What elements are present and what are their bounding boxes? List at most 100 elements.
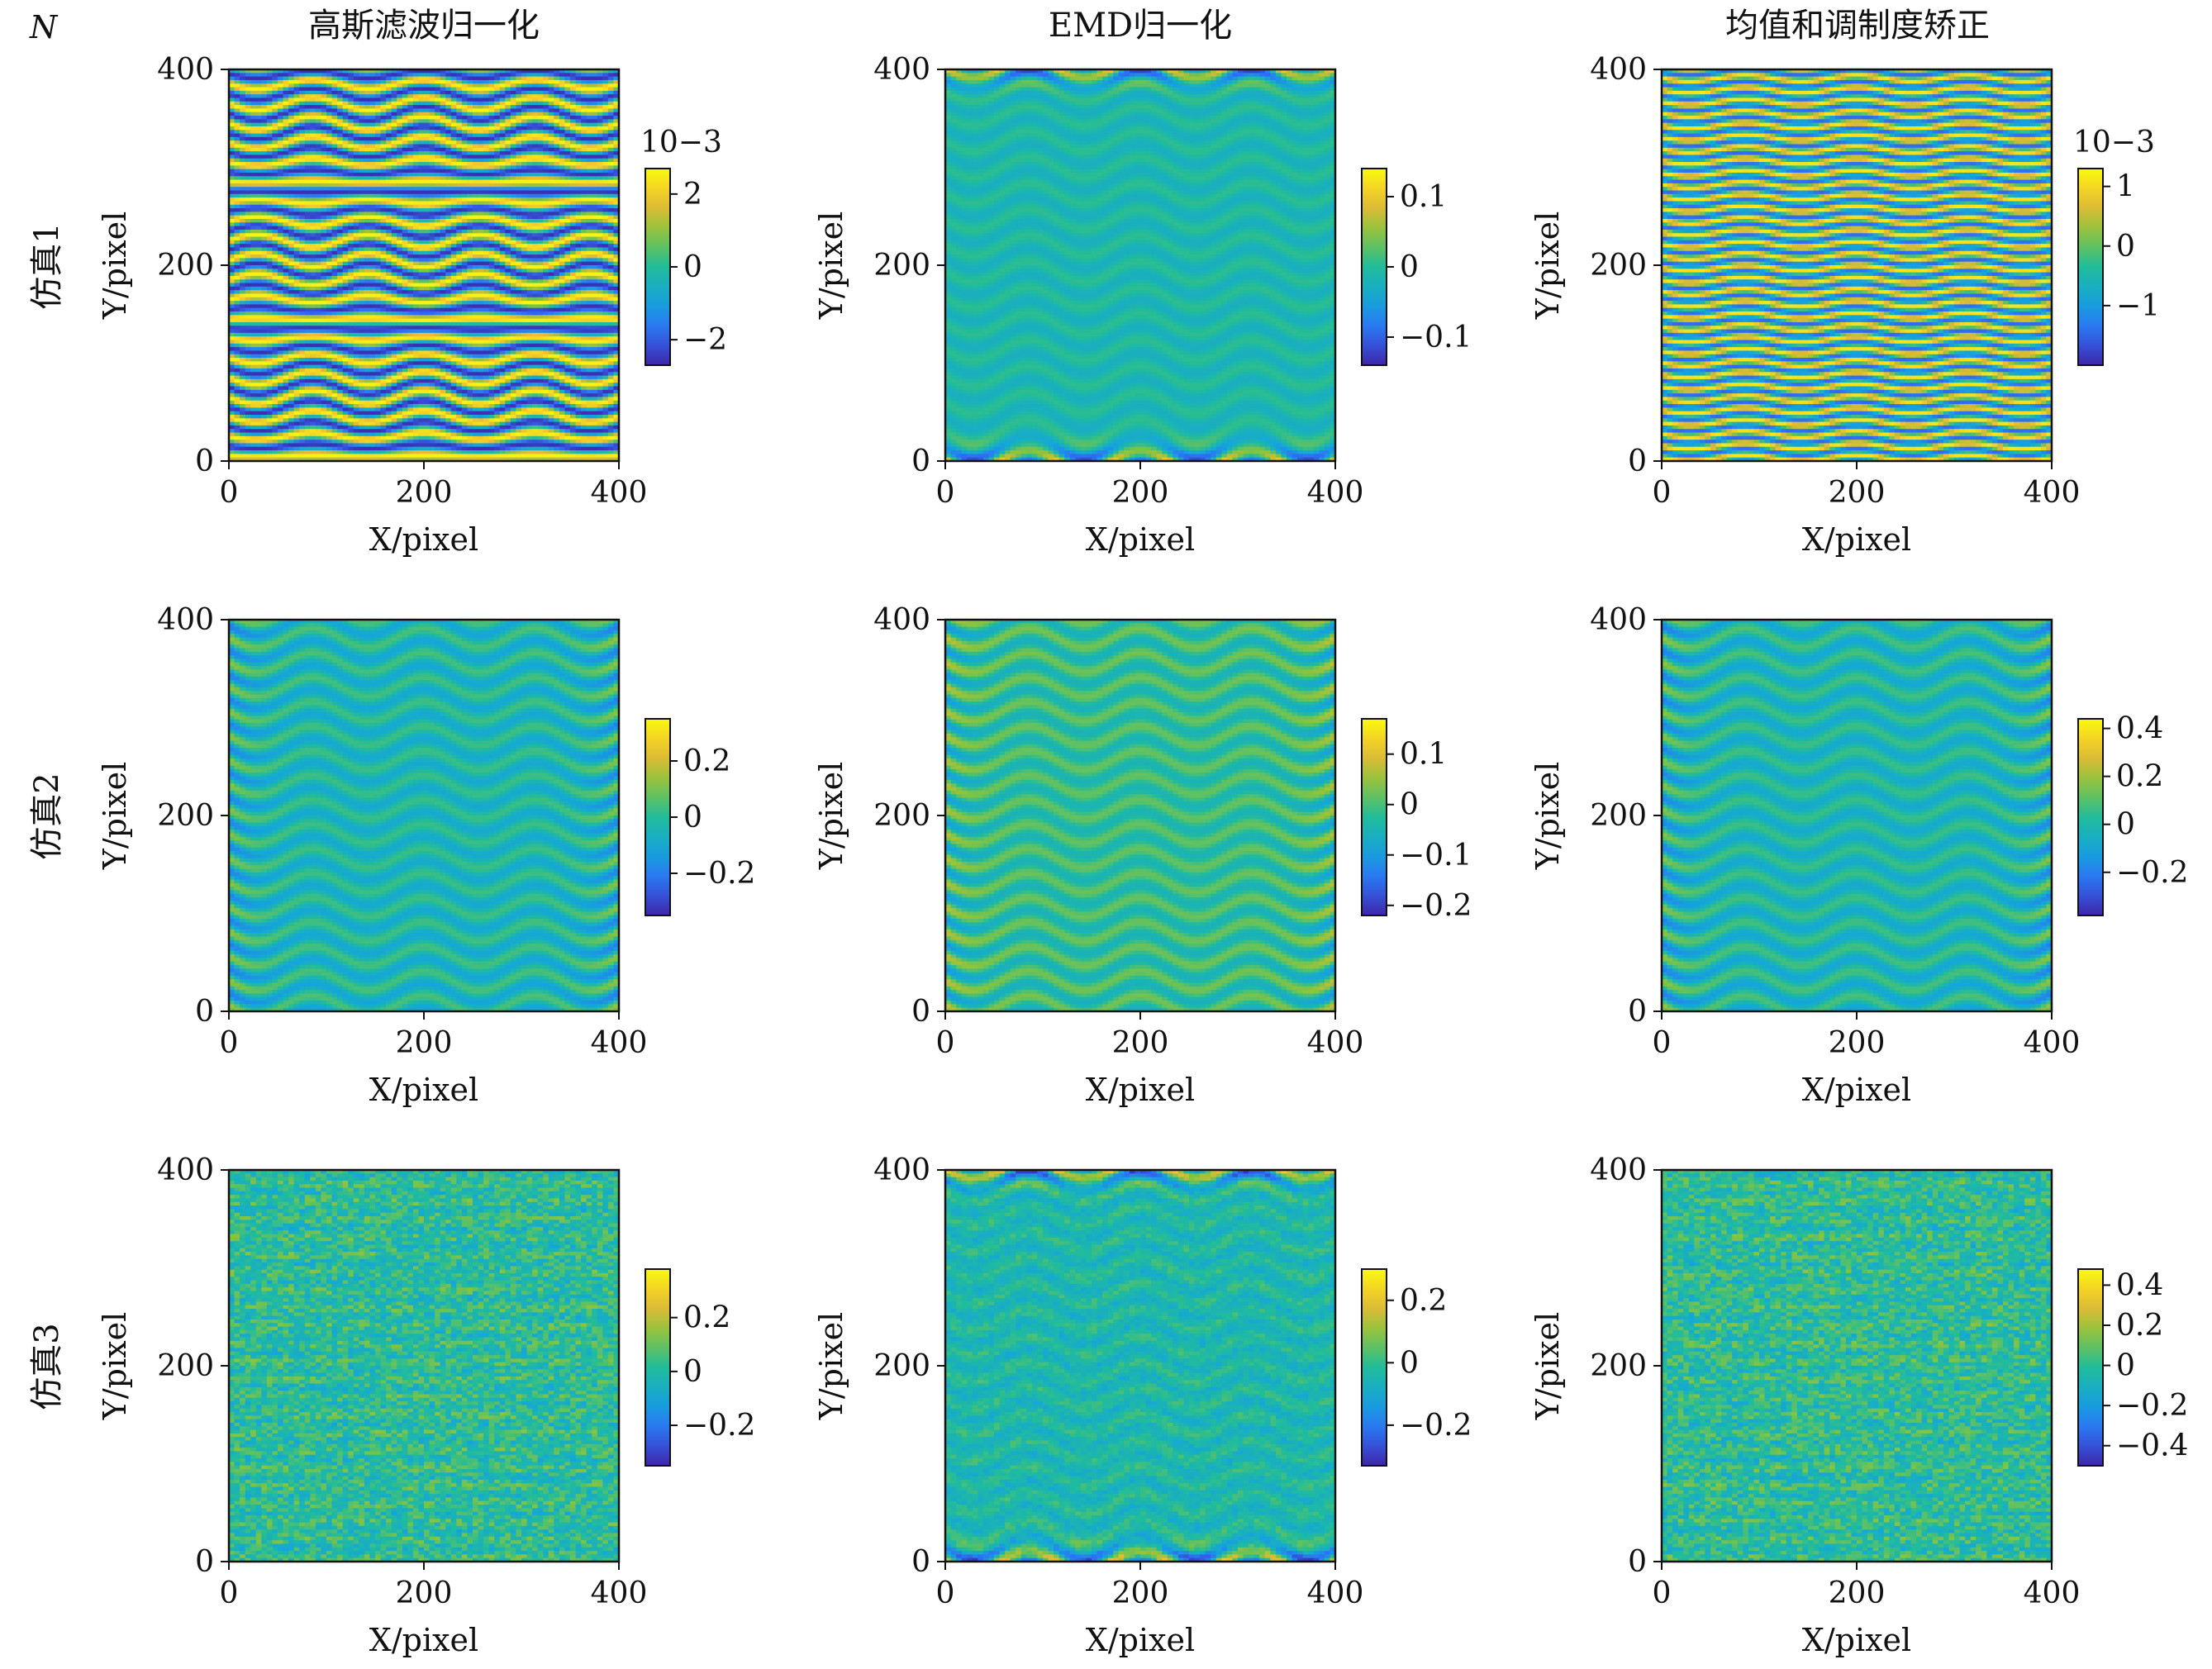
heatmap-cell [240,83,245,88]
heatmap-cell [445,83,451,88]
heatmap-cell [235,77,240,81]
heatmap-cell [413,88,419,92]
heatmap-cell [348,88,354,92]
heatmap-cell [564,83,570,88]
heatmap-cell [375,88,381,92]
heatmap-cell [316,83,321,88]
heatmap-cell [456,88,462,92]
heatmap-cell [256,77,262,81]
heatmap-cell [456,77,462,81]
heatmap-cell [375,83,381,88]
heatmap-cell [326,83,332,88]
heatmap-cell [581,91,587,95]
heatmap-cell [440,83,446,88]
heatmap-cell [267,91,273,95]
heatmap-cell [473,77,478,81]
heatmap-cell [435,73,440,77]
heatmap-cell [337,73,343,77]
heatmap-cell [294,88,300,92]
heatmap-cell [505,80,511,84]
heatmap-cell [462,94,468,98]
heatmap-cell [375,94,381,98]
heatmap-cell [473,88,478,92]
heatmap-cell [245,91,251,95]
heatmap-cell [310,80,316,84]
heatmap-cell [392,73,397,77]
heatmap-cell [462,77,468,81]
heatmap-cell [364,88,370,92]
figure: N 高斯滤波归一化 EMD归一化 均值和调制度矫正 仿真1 仿真2 仿真3 02… [0,0,2212,1669]
heatmap-cell [359,91,364,95]
heatmap-cell [527,83,533,88]
heatmap-cell [489,80,495,84]
heatmap-cell [483,80,489,84]
heatmap-cell [316,88,321,92]
heatmap-cell [521,77,527,81]
heatmap-cell [543,83,549,88]
heatmap-cell [261,77,267,81]
heatmap-cell [407,77,413,81]
heatmap-cell [337,77,343,81]
heatmap-cell [445,77,451,81]
heatmap-cell [343,88,349,92]
heatmap-cell [597,88,603,92]
heatmap-cell [337,83,343,88]
heatmap-cell [272,88,278,92]
heatmap-cell [316,94,321,98]
heatmap-cell [494,73,500,77]
heatmap-cell [326,77,332,81]
heatmap-cell [473,83,478,88]
heatmap-cell [440,94,446,98]
heatmap-cell [386,83,392,88]
heatmap-cell [473,91,478,95]
heatmap-cell [500,88,506,92]
heatmap-cell [543,91,549,95]
heatmap-cell [549,77,554,81]
heatmap-cell [381,80,387,84]
heatmap-cell [407,80,413,84]
heatmap-cell [407,94,413,98]
heatmap-cell [343,80,349,84]
heatmap-cell [235,88,240,92]
heatmap-cell [564,80,570,84]
heatmap-cell [348,91,354,95]
heatmap-cell [608,83,614,88]
heatmap-cell [392,77,397,81]
heatmap-cell [272,94,278,98]
heatmap-cell [554,88,559,92]
heatmap-cell [245,94,251,98]
heatmap-cell [467,94,473,98]
heatmap-cell [435,91,440,95]
heatmap-cell [261,83,267,88]
heatmap-cell [392,91,397,95]
heatmap-cell [402,73,408,77]
heatmap-cell [451,80,457,84]
heatmap-cell [538,83,544,88]
heatmap-cell [581,73,587,77]
heatmap-cell [587,73,592,77]
heatmap-cell [521,88,527,92]
heatmap-cell [267,73,273,77]
heatmap-cell [267,94,273,98]
heatmap-cell [483,73,489,77]
heatmap-cell [407,73,413,77]
heatmap-cell [456,80,462,84]
heatmap-cell [592,77,597,81]
heatmap-cell [310,73,316,77]
heatmap-cell [402,77,408,81]
heatmap-cell [381,77,387,81]
heatmap-cell [332,77,338,81]
heatmap-cell [587,91,592,95]
heatmap-cell [435,83,440,88]
heatmap-cell [288,91,294,95]
heatmap-cell [467,91,473,95]
heatmap-cell [256,83,262,88]
row-label-2: 仿真2 [28,773,66,859]
heatmap-cell [402,83,408,88]
heatmap-cell [343,73,349,77]
heatmap-cell [305,73,311,77]
heatmap-cell [489,77,495,81]
heatmap-cell [402,88,408,92]
heatmap-cell [462,80,468,84]
heatmap-cell [299,77,305,81]
